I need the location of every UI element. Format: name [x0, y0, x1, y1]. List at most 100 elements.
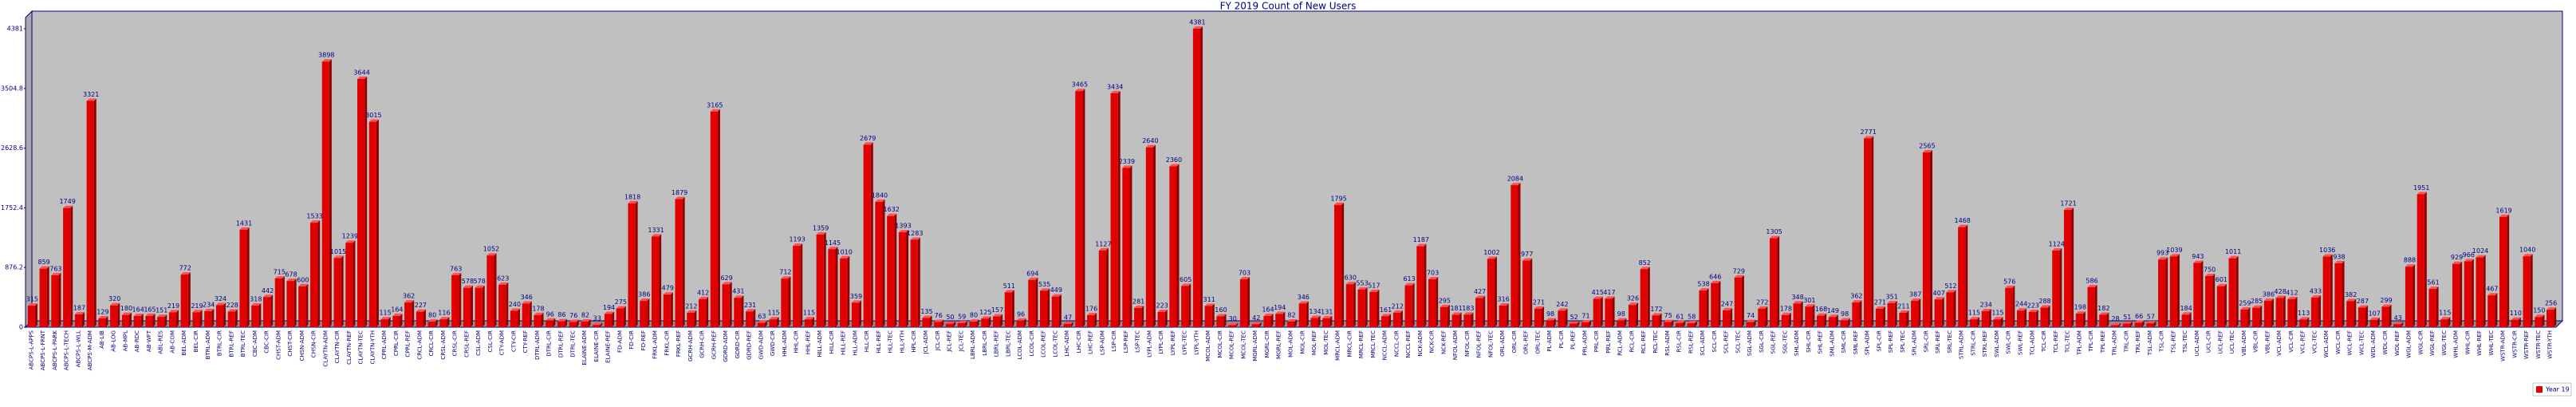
bar-top: [74, 312, 85, 315]
x-tick-label: CTY-CIR: [510, 330, 517, 352]
x-tick-label: JCL-ADM: [923, 330, 929, 354]
bar-top: [1404, 283, 1415, 286]
bar-side: [70, 205, 73, 327]
bar-side: [258, 302, 262, 327]
value-label: 586: [2086, 277, 2097, 284]
value-label: 1359: [813, 224, 829, 231]
bar-top: [1617, 318, 1627, 321]
bar-top: [1852, 300, 1862, 303]
value-label: 183: [1462, 305, 1474, 312]
value-label: 1039: [2166, 247, 2182, 254]
bar-top: [2523, 254, 2533, 257]
x-tick-label: HHL-ADM: [782, 330, 788, 357]
value-label: 82: [581, 311, 589, 318]
bar-side: [859, 300, 862, 327]
bar-top: [2087, 284, 2097, 287]
bar-side: [2259, 305, 2263, 327]
bar-side: [270, 294, 274, 327]
x-tick-label: TRL-CIR: [2123, 330, 2129, 353]
bar: [192, 312, 200, 327]
bar-top: [2499, 214, 2510, 217]
bar: [2228, 258, 2236, 327]
bar-side: [447, 317, 450, 327]
x-tick-label: NFOL-REF: [1476, 330, 1483, 358]
bar: [215, 305, 224, 327]
bar-top: [2334, 260, 2345, 263]
x-tick-label: SHL-ADM: [1794, 330, 1800, 356]
bar: [404, 302, 412, 327]
bar: [2299, 319, 2307, 327]
bar-side: [1800, 301, 1803, 327]
x-tick-label: SHL-CIR: [1806, 330, 1812, 353]
bar: [475, 287, 483, 327]
bar-side: [776, 317, 779, 327]
bar-top: [2181, 312, 2192, 315]
x-tick-label: CRCL-ADM: [416, 330, 423, 360]
value-label: 80: [428, 312, 436, 319]
x-tick-label: PL-ADM: [1546, 330, 1553, 352]
bar-side: [105, 315, 108, 327]
x-tick-label: SGL-REF: [1771, 330, 1777, 354]
bar: [1263, 315, 1271, 327]
value-label: 442: [262, 287, 274, 294]
bar-side: [694, 310, 697, 327]
bar-top: [675, 196, 685, 200]
x-tick-label: MOL-ADM: [1288, 330, 1294, 358]
bar-top: [687, 310, 697, 313]
bar: [2169, 256, 2177, 327]
bar-top: [1922, 150, 1933, 153]
bar-side: [1624, 318, 1627, 327]
bar: [145, 315, 153, 327]
bar-top: [1770, 235, 1780, 239]
bar: [2205, 275, 2213, 327]
bar-side: [2200, 260, 2204, 327]
bar-side: [1235, 322, 1239, 327]
bar-top: [2546, 307, 2557, 310]
bar-top: [1051, 294, 1062, 297]
value-label: 116: [438, 310, 450, 317]
x-tick-label: AB-RDC: [134, 330, 140, 352]
x-tick-label: FD-CIR: [628, 330, 635, 350]
bar: [2464, 261, 2472, 327]
x-tick-label: NCCL-ADM: [1382, 330, 1388, 360]
bar-top: [2075, 311, 2086, 314]
x-tick-label: LBRL-TEC: [1005, 330, 1011, 357]
bar: [2393, 324, 2401, 327]
bar-side: [376, 119, 379, 327]
value-label: 433: [2310, 288, 2322, 295]
value-label: 772: [179, 265, 191, 272]
bar-side: [1459, 312, 1462, 327]
bar-side: [2047, 305, 2050, 327]
bar-side: [1447, 304, 1450, 327]
x-tick-label: FD-ADM: [616, 330, 623, 353]
x-tick-label: LCOL-CIR: [1029, 330, 1035, 357]
bar: [1875, 308, 1883, 327]
bar-side: [1270, 313, 1274, 327]
bar: [757, 322, 765, 327]
bar: [1310, 318, 1318, 327]
bar-top: [1722, 307, 1733, 310]
x-tick-label: ORL-TEC: [1534, 330, 1541, 354]
bar: [463, 287, 471, 327]
x-tick-label: SML-CIR: [1841, 330, 1847, 354]
value-label: 228: [226, 302, 238, 309]
x-tick-label: VCL-TEC: [2311, 330, 2318, 354]
bar-top: [239, 227, 250, 230]
x-tick-label: JCL-TEC: [958, 330, 964, 352]
value-label: 993: [2157, 250, 2168, 257]
bar: [604, 314, 612, 327]
value-label: 272: [1756, 298, 1768, 306]
bar-side: [1424, 243, 1427, 327]
bar-top: [1993, 317, 2003, 320]
value-label: 2679: [860, 135, 876, 142]
bar-top: [875, 199, 885, 202]
bar: [1440, 306, 1448, 327]
bar-side: [2542, 314, 2545, 327]
y-tick-label: 3504.8: [1, 85, 23, 92]
bar-top: [27, 303, 37, 306]
bar-top: [522, 301, 532, 304]
bar: [2476, 257, 2483, 327]
x-tick-label: SGL-CIR: [1759, 330, 1765, 353]
bar: [1004, 292, 1012, 327]
x-tick-label: SGL-ADM: [1747, 330, 1753, 356]
